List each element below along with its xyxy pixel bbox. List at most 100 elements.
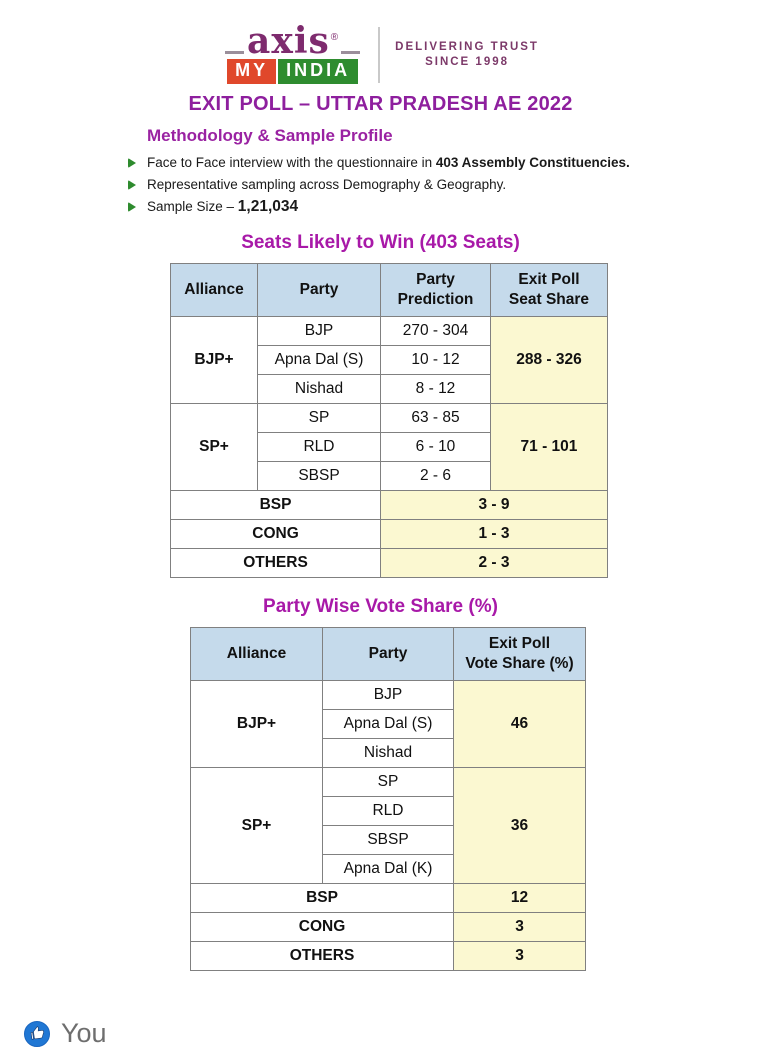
logo-axis-text: axis xyxy=(247,20,330,62)
table-header-row: Alliance Party Exit Poll Vote Share (%) xyxy=(190,627,586,682)
table-row: RLD xyxy=(191,796,586,827)
table-row: SBSP xyxy=(191,825,586,856)
table-row: Apna Dal (K) xyxy=(191,854,586,885)
logo-right-dash xyxy=(341,51,361,55)
seat-share-cell: 1 - 3 xyxy=(380,519,608,550)
prediction-cell: 270 - 304 xyxy=(380,316,491,347)
seat-share-cell: 71 - 101 xyxy=(490,403,608,492)
party-cell: Nishad xyxy=(257,374,381,405)
party-wise-vote-share-table: Alliance Party Exit Poll Vote Share (%) … xyxy=(190,627,586,972)
party-cell: RLD xyxy=(322,796,454,827)
other-party-cell: BSP xyxy=(190,883,454,914)
thumbs-up-icon xyxy=(24,1020,50,1047)
other-party-cell: BSP xyxy=(170,490,381,521)
chat-user-label: You xyxy=(61,1018,107,1049)
header-exit-poll-vote-share: Exit Poll Vote Share (%) xyxy=(453,627,586,682)
seats-table-title: Seats Likely to Win (403 Seats) xyxy=(241,232,520,254)
header-exit-poll-seat-share: Exit Poll Seat Share xyxy=(490,263,608,318)
other-party-cell: OTHERS xyxy=(190,941,454,972)
logo-divider xyxy=(378,26,381,83)
header-party: Party xyxy=(322,627,454,682)
table-row: BSP 12 xyxy=(190,883,586,914)
table-row: Nishad xyxy=(191,738,586,769)
prediction-cell: 8 - 12 xyxy=(380,374,491,405)
party-cell: SBSP xyxy=(257,461,381,492)
table-row: SP+ SP 36 xyxy=(190,767,586,885)
vote-share-cell: 46 xyxy=(453,680,586,769)
methodology-item-1: Face to Face interview with the question… xyxy=(128,153,761,173)
table-row: OTHERS 3 xyxy=(190,941,586,972)
vote-share-cell: 36 xyxy=(453,767,586,885)
party-cell: SP xyxy=(322,767,454,798)
tagline-line1: DELIVERING TRUST xyxy=(395,41,539,54)
vote-share-cell: 3 xyxy=(453,912,586,943)
table-row: Nishad 8 - 12 xyxy=(171,374,608,405)
vote-share-cell: 3 xyxy=(453,941,586,972)
header-party-prediction: Party Prediction xyxy=(380,263,491,318)
table-row: CONG 3 xyxy=(190,912,586,943)
logo-wordmark: axis ® MY INDIA xyxy=(222,20,363,85)
logo-india-block: INDIA xyxy=(278,59,359,85)
table-row: BJP+ BJP 270 - 304 288 - 326 xyxy=(170,316,608,405)
party-cell: Apna Dal (S) xyxy=(322,709,454,740)
other-party-cell: OTHERS xyxy=(170,548,381,579)
other-party-cell: CONG xyxy=(170,519,381,550)
header-alliance: Alliance xyxy=(190,627,323,682)
methodology-item-2-text: Representative sampling across Demograph… xyxy=(147,177,507,193)
methodology-item-3: Sample Size – 1,21,034 xyxy=(128,197,761,217)
logo-my-india-bar: MY INDIA xyxy=(227,59,359,85)
header-alliance: Alliance xyxy=(170,263,258,318)
page-title: EXIT POLL – UTTAR PRADESH AE 2022 xyxy=(188,93,573,116)
table-row: Apna Dal (S) 10 - 12 xyxy=(171,345,608,376)
party-cell: SP xyxy=(257,403,381,434)
bullet-triangle-icon xyxy=(128,158,136,169)
seat-share-cell: 2 - 3 xyxy=(380,548,608,579)
party-cell: SBSP xyxy=(322,825,454,856)
tagline-line2: SINCE 1998 xyxy=(425,56,510,69)
party-cell: RLD xyxy=(257,432,381,463)
table-row: SP+ SP 63 - 85 71 - 101 xyxy=(170,403,608,492)
chat-user-row: You xyxy=(24,1018,761,1049)
methodology-item-2: Representative sampling across Demograph… xyxy=(128,175,761,195)
party-cell: BJP xyxy=(257,316,381,347)
table-row: BJP+ BJP 46 xyxy=(190,680,586,769)
table-row: OTHERS 2 - 3 xyxy=(170,548,608,579)
table-row: SBSP 2 - 6 xyxy=(171,461,608,492)
party-cell: Apna Dal (S) xyxy=(257,345,381,376)
exit-poll-image[interactable]: axis ® MY INDIA DELIVERING TRUST SINCE 1… xyxy=(0,0,761,972)
vote-share-cell: 12 xyxy=(453,883,586,914)
logo-my-block: MY xyxy=(227,59,277,85)
other-party-cell: CONG xyxy=(190,912,454,943)
vote-share-table-title: Party Wise Vote Share (%) xyxy=(263,596,498,618)
alliance-cell: BJP+ xyxy=(190,680,323,769)
methodology-item-3-text: Sample Size – 1,21,034 xyxy=(147,198,299,216)
prediction-cell: 2 - 6 xyxy=(380,461,491,492)
methodology-heading: Methodology & Sample Profile xyxy=(147,126,393,146)
table-row: Apna Dal (S) xyxy=(191,709,586,740)
methodology-item-1-text: Face to Face interview with the question… xyxy=(147,155,630,171)
prediction-cell: 10 - 12 xyxy=(380,345,491,376)
prediction-cell: 63 - 85 xyxy=(380,403,491,434)
prediction-cell: 6 - 10 xyxy=(380,432,491,463)
logo-axis-line: axis ® xyxy=(222,20,363,62)
table-row: CONG 1 - 3 xyxy=(170,519,608,550)
table-row: RLD 6 - 10 xyxy=(171,432,608,463)
party-cell: BJP xyxy=(322,680,454,711)
axis-my-india-logo: axis ® MY INDIA DELIVERING TRUST SINCE 1… xyxy=(0,0,761,85)
table-row: BSP 3 - 9 xyxy=(170,490,608,521)
header-party: Party xyxy=(257,263,381,318)
table-header-row: Alliance Party Party Prediction Exit Pol… xyxy=(170,263,608,318)
seat-share-cell: 3 - 9 xyxy=(380,490,608,521)
alliance-cell: SP+ xyxy=(190,767,323,885)
bullet-triangle-icon xyxy=(128,202,136,213)
alliance-cell: BJP+ xyxy=(170,316,258,405)
bullet-triangle-icon xyxy=(128,180,136,191)
party-cell: Apna Dal (K) xyxy=(322,854,454,885)
seats-likely-to-win-table: Alliance Party Party Prediction Exit Pol… xyxy=(170,263,608,579)
logo-left-dash xyxy=(225,51,245,55)
alliance-cell: SP+ xyxy=(170,403,258,492)
party-cell: Nishad xyxy=(322,738,454,769)
seat-share-cell: 288 - 326 xyxy=(490,316,608,405)
registered-trademark-icon: ® xyxy=(330,32,339,44)
logo-tagline: DELIVERING TRUST SINCE 1998 xyxy=(395,41,539,68)
